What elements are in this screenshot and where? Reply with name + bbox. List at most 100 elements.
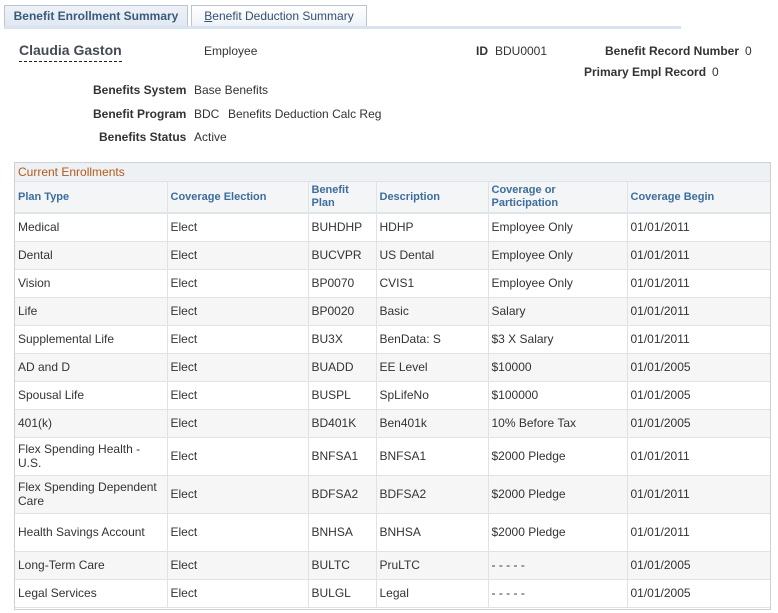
table-row: Legal Services Elect BULGL Legal - - - - -01… (15, 579, 770, 608)
tab-accelerator-key: B (204, 9, 213, 23)
employee-type: Employee (204, 44, 258, 58)
cell-coverage-begin: 01/01/2011 (627, 437, 770, 476)
cell-plan-type: Flex Spending Health - U.S. (15, 437, 168, 476)
cell-plan-type: Long-Term Care (15, 551, 168, 580)
benefits-status-label: Benefits Status (99, 130, 187, 144)
cell-coverage-election: Elect (167, 513, 309, 552)
cell-coverage-election: Elect (167, 409, 309, 438)
cell-coverage-begin: 01/01/2011 (627, 475, 770, 514)
column-header-benefit-plan: Benefit Plan (308, 182, 377, 214)
cell-coverage-begin: 01/01/2005 (627, 409, 770, 438)
table-row: Medical Elect BUHDHP HDHP Employee Only 01/01… (15, 213, 770, 242)
cell-coverage-begin: 01/01/2005 (627, 381, 770, 410)
cell-coverage-election: Elect (167, 325, 309, 354)
benefit-program-label: Benefit Program (93, 107, 187, 121)
tab-divider (4, 26, 681, 29)
cell-coverage-begin: 01/01/2011 (627, 213, 770, 242)
cell-plan-type: Medical (15, 213, 168, 242)
cell-description: HDHP (376, 213, 489, 242)
cell-coverage-election: Elect (167, 297, 309, 326)
column-header-plan-type: Plan Type (15, 182, 168, 214)
table-row: Flex Spending Health - U.S. Elect BNFSA1 BN… (15, 437, 770, 476)
cell-benefit-plan: BDFSA2 (308, 475, 377, 514)
cell-coverage-begin: 01/01/2011 (627, 241, 770, 270)
cell-description: PruLTC (376, 551, 489, 580)
cell-coverage-participation: $2000 Pledge (488, 513, 628, 552)
cell-description: Basic (376, 297, 489, 326)
cell-coverage-participation: Employee Only (488, 269, 628, 298)
primary-empl-record-value: 0 (712, 65, 719, 79)
table-row: 401(k) Elect BD401K Ben401k 10% Before Tax 01… (15, 409, 770, 438)
cell-plan-type: 401(k) (15, 409, 168, 438)
table-header-row: Plan Type Coverage Election Benefit Plan… (15, 182, 770, 214)
cell-benefit-plan: BP0070 (308, 269, 377, 298)
table-row: Life Elect BP0020 Basic Salary 01/01/2011 (15, 297, 770, 326)
current-enrollments-grid: Current Enrollments Plan Type Coverage E… (14, 162, 771, 610)
cell-description: BDFSA2 (376, 475, 489, 514)
table-row: AD and D Elect BUADD EE Level $10000 01/01/20… (15, 353, 770, 382)
cell-coverage-election: Elect (167, 353, 309, 382)
cell-description: BenData: S (376, 325, 489, 354)
cell-description: EE Level (376, 353, 489, 382)
page-tabs: Benefit Enrollment Summary Benefit Deduc… (4, 5, 681, 29)
enrollments-table: Plan Type Coverage Election Benefit Plan… (15, 182, 770, 608)
cell-plan-type: Vision (15, 269, 168, 298)
benefit-record-number-value: 0 (745, 44, 752, 58)
table-row: Dental Elect BUCVPR US Dental Employee Only 0… (15, 241, 770, 270)
primary-empl-record-label: Primary Empl Record (584, 65, 707, 79)
cell-description: BNHSA (376, 513, 489, 552)
cell-coverage-begin: 01/01/2011 (627, 297, 770, 326)
id-label: ID (476, 44, 488, 58)
table-row: Vision Elect BP0070 CVIS1 Employee Only 01/01… (15, 269, 770, 298)
cell-coverage-participation: $2000 Pledge (488, 437, 628, 476)
cell-coverage-election: Elect (167, 213, 309, 242)
cell-benefit-plan: BP0020 (308, 297, 377, 326)
benefits-status-value: Active (194, 130, 227, 144)
cell-coverage-election: Elect (167, 551, 309, 580)
cell-plan-type: Flex Spending Dependent Care (15, 475, 168, 514)
tab-label: Benefit Enrollment Summary (13, 9, 179, 23)
cell-coverage-participation: Employee Only (488, 213, 628, 242)
benefit-program-code: BDC (194, 107, 220, 121)
cell-coverage-participation: - - - - - (488, 551, 628, 580)
table-row: Long-Term Care Elect BULTC PruLTC - - - - -0… (15, 551, 770, 580)
table-row: Flex Spending Dependent Care Elect BDFSA2 B… (15, 475, 770, 514)
cell-coverage-begin: 01/01/2005 (627, 579, 770, 608)
cell-description: Ben401k (376, 409, 489, 438)
tab-benefit-enrollment-summary[interactable]: Benefit Enrollment Summary (4, 5, 188, 29)
cell-coverage-participation: - - - - - (488, 579, 628, 608)
cell-coverage-begin: 01/01/2011 (627, 269, 770, 298)
cell-plan-type: Legal Services (15, 579, 168, 608)
cell-coverage-election: Elect (167, 269, 309, 298)
cell-benefit-plan: BUCVPR (308, 241, 377, 270)
cell-plan-type: AD and D (15, 353, 168, 382)
table-row: Supplemental Life Elect BU3X BenData: S $3 X… (15, 325, 770, 354)
cell-plan-type: Health Savings Account (15, 513, 168, 552)
column-header-coverage-participation: Coverage or Participation (488, 182, 628, 214)
employee-name[interactable]: Claudia Gaston (19, 42, 122, 62)
cell-description: SpLifeNo (376, 381, 489, 410)
cell-coverage-election: Elect (167, 241, 309, 270)
cell-benefit-plan: BNHSA (308, 513, 377, 552)
table-row: Health Savings Account Elect BNHSA BNHSA $20… (15, 513, 770, 552)
column-header-coverage-begin: Coverage Begin (627, 182, 770, 214)
cell-plan-type: Spousal Life (15, 381, 168, 410)
cell-coverage-election: Elect (167, 381, 309, 410)
cell-benefit-plan: BNFSA1 (308, 437, 377, 476)
cell-description: Legal (376, 579, 489, 608)
cell-coverage-participation: $100000 (488, 381, 628, 410)
cell-benefit-plan: BULGL (308, 579, 377, 608)
cell-benefit-plan: BUSPL (308, 381, 377, 410)
benefits-system-label: Benefits System (93, 83, 187, 97)
cell-coverage-election: Elect (167, 579, 309, 608)
benefit-program-value: Benefits Deduction Calc Reg (228, 107, 382, 121)
cell-coverage-begin: 01/01/2011 (627, 513, 770, 552)
cell-benefit-plan: BU3X (308, 325, 377, 354)
cell-coverage-participation: $10000 (488, 353, 628, 382)
cell-description: CVIS1 (376, 269, 489, 298)
cell-plan-type: Life (15, 297, 168, 326)
column-header-coverage-election: Coverage Election (167, 182, 309, 214)
tab-benefit-deduction-summary[interactable]: Benefit Deduction Summary (191, 5, 367, 26)
cell-benefit-plan: BUADD (308, 353, 377, 382)
cell-coverage-participation: $3 X Salary (488, 325, 628, 354)
